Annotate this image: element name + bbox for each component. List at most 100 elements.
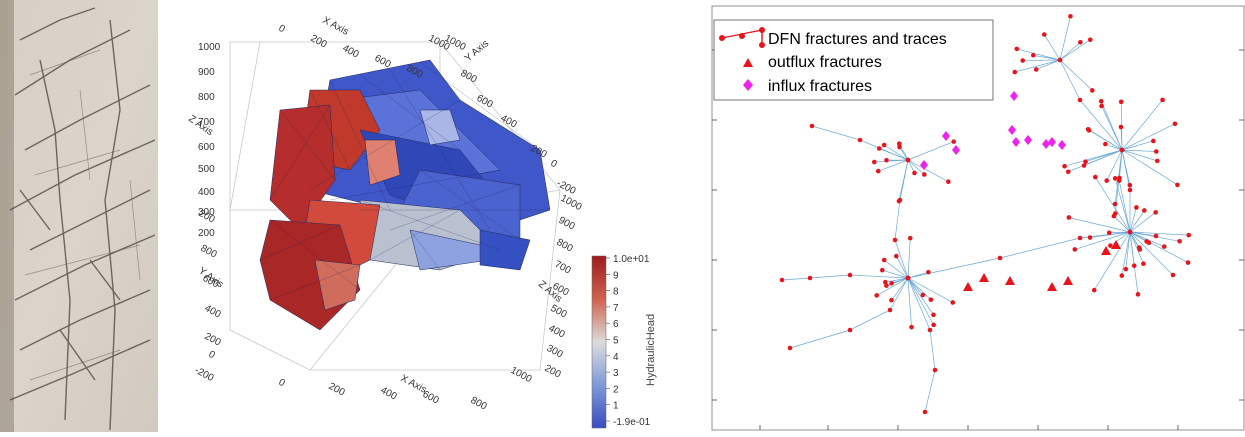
colorbar-tick-label: 7 — [613, 303, 619, 314]
graph-node — [1186, 260, 1191, 265]
z-axis-tick-right: 400 — [547, 323, 567, 341]
legend: DFN fractures and traces outflux fractur… — [714, 20, 993, 100]
graph-node — [929, 297, 934, 302]
y-axis-title-top: Y Axis — [463, 38, 491, 64]
graph-node — [1034, 67, 1039, 72]
graph-node — [933, 368, 938, 373]
graph-node — [883, 280, 888, 285]
colorbar-tick-label: 5 — [613, 336, 619, 347]
graph-node — [1120, 148, 1125, 153]
graph-node — [1090, 88, 1095, 93]
colorbar-tick-label: 1 — [613, 401, 619, 412]
graph-node — [1112, 214, 1117, 219]
dfn-graph-panel: DFN fractures and traces outflux fractur… — [700, 0, 1245, 432]
graph-node — [909, 325, 914, 330]
graph-node — [1119, 125, 1124, 130]
graph-node — [926, 270, 931, 275]
colorbar-gradient — [592, 256, 606, 428]
dfn-graph-plot: DFN fractures and traces outflux fractur… — [700, 0, 1245, 432]
graph-node — [884, 158, 889, 163]
colorbar-tick-label: 6 — [613, 319, 619, 330]
graph-node — [908, 236, 913, 241]
graph-node — [1137, 245, 1142, 250]
colorbar-tick-label: 3 — [613, 368, 619, 379]
graph-node — [1117, 178, 1122, 183]
graph-node — [1072, 247, 1077, 252]
graph-node — [1113, 176, 1118, 181]
x-axis-tick-bottom: 200 — [327, 381, 347, 399]
y-axis-tick-left: -200 — [193, 365, 216, 384]
graph-node — [912, 171, 917, 176]
graph-node — [898, 198, 903, 203]
z-axis-tick-left: 400 — [198, 187, 215, 198]
graph-node — [1031, 53, 1036, 58]
x-axis-tick-bottom: 800 — [469, 395, 489, 413]
colorbar-tick-label: -1.9e-01 — [613, 417, 651, 428]
graph-node — [1086, 127, 1091, 132]
colorbar-tick-label: 9 — [613, 270, 619, 281]
graph-node — [931, 323, 936, 328]
z-axis-tick-right: 800 — [555, 237, 575, 255]
graph-node — [889, 298, 894, 303]
graph-node — [923, 410, 928, 415]
graph-node — [1128, 188, 1133, 193]
colorbar-title: HydraulicHead — [645, 314, 657, 386]
graph-node — [1058, 58, 1063, 63]
z-axis-tick-left: 900 — [198, 67, 215, 78]
graph-node — [780, 278, 785, 283]
y-axis-tick-left: 200 — [203, 331, 223, 349]
graph-node — [877, 146, 882, 151]
graph-node — [1099, 99, 1104, 104]
y-axis-tick-left: 400 — [203, 303, 223, 321]
graph-node — [858, 138, 863, 143]
legend-label-influx: influx fractures — [768, 78, 872, 95]
graph-node — [872, 160, 877, 165]
graph-node — [1177, 239, 1182, 244]
graph-node — [1147, 240, 1152, 245]
z-axis-tick-right: 300 — [545, 343, 565, 361]
graph-node — [922, 172, 927, 177]
graph-node — [1134, 205, 1139, 210]
x-axis-tick-bottom: 0 — [277, 377, 287, 390]
graph-node — [1067, 215, 1072, 220]
colorbar-tick-label: 2 — [613, 384, 619, 395]
graph-node — [1128, 183, 1133, 188]
graph-node — [946, 179, 951, 184]
graph-node — [1154, 149, 1159, 154]
graph-node — [1142, 208, 1147, 213]
graph-node — [1078, 40, 1083, 45]
graph-node — [1154, 234, 1159, 239]
graph-node — [1141, 261, 1146, 266]
x-axis-tick-top: 200 — [309, 33, 329, 51]
graph-node — [906, 158, 911, 163]
graph-node — [1107, 230, 1112, 235]
graph-node — [1078, 98, 1083, 103]
graph-node — [906, 276, 911, 281]
graph-node — [876, 169, 881, 174]
legend-label-dfn: DFN fractures and traces — [768, 31, 947, 48]
z-axis-tick-right: 900 — [557, 215, 577, 233]
y-axis-tick-top: 800 — [459, 68, 479, 86]
graph-node — [808, 276, 813, 281]
graph-node — [1173, 121, 1178, 126]
z-axis-tick-right: 700 — [553, 259, 573, 277]
graph-node — [1155, 159, 1160, 164]
graph-node — [1171, 273, 1176, 278]
z-axis-tick-left: 800 — [198, 92, 215, 103]
z-axis-tick-right: 500 — [549, 303, 569, 321]
graph-node — [1088, 235, 1093, 240]
graph-node — [1113, 202, 1118, 207]
graph-node — [848, 273, 853, 278]
graph-node — [1068, 14, 1073, 19]
graph-node — [1078, 236, 1083, 241]
graph-node — [1162, 244, 1167, 249]
graph-node — [1066, 169, 1071, 174]
graph-node — [882, 258, 887, 263]
dfn-3d-canvas: 0200400600800100010008006004002000-20010… — [160, 0, 700, 432]
graph-node — [1119, 100, 1124, 105]
graph-node — [951, 139, 956, 144]
graph-node — [1042, 32, 1047, 37]
graph-node — [897, 141, 902, 146]
graph-node — [950, 300, 955, 305]
x-axis-tick-bottom: 1000 — [509, 365, 534, 385]
